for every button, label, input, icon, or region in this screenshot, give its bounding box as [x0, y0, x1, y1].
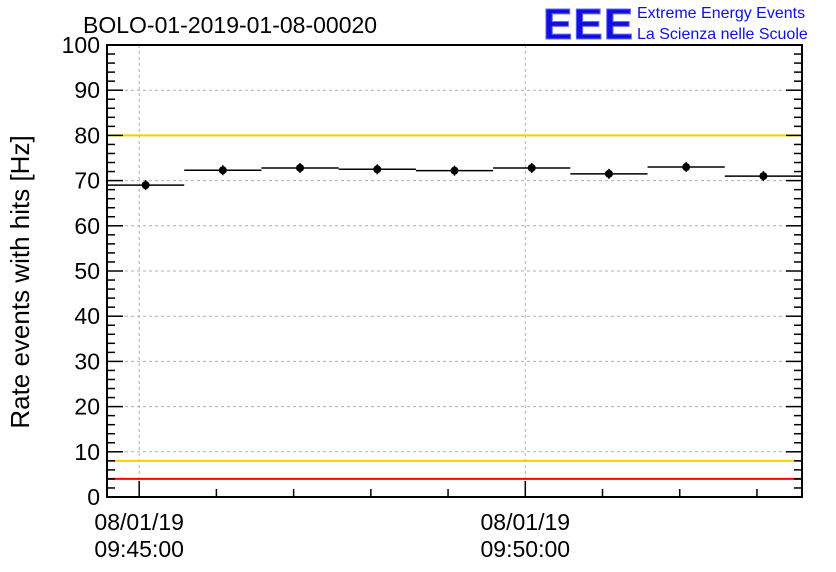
- data-points: [107, 162, 802, 191]
- y-tick-label-60: 60: [74, 213, 100, 239]
- y-tick-label-20: 20: [74, 394, 100, 420]
- chart-title: BOLO-01-2019-01-08-00020: [83, 12, 377, 38]
- x-tick-date-0: 08/01/19: [94, 509, 184, 535]
- eee-logo-mark: EEE: [543, 0, 634, 49]
- y-tick-label-30: 30: [74, 348, 100, 374]
- grid-lines: [107, 45, 802, 497]
- logo-line-1: Extreme Energy Events: [637, 5, 805, 22]
- data-point-0: [141, 181, 150, 190]
- data-point-1: [218, 166, 227, 175]
- data-point-5: [527, 163, 536, 172]
- y-tick-label-10: 10: [74, 439, 100, 465]
- y-tick-label-70: 70: [74, 168, 100, 194]
- y-tick-label-90: 90: [74, 77, 100, 103]
- y-tick-label-0: 0: [87, 484, 100, 510]
- data-point-7: [682, 163, 691, 172]
- x-tick-date-1: 08/01/19: [481, 509, 571, 535]
- y-axis-label: Rate events with hits [Hz]: [5, 135, 35, 428]
- axis-ticks: [107, 44, 802, 498]
- eee-logo: EEE Extreme Energy Events La Scienza nel…: [543, 0, 808, 50]
- data-point-6: [604, 169, 613, 178]
- reference-lines: [107, 44, 802, 480]
- data-point-4: [450, 166, 459, 175]
- data-point-3: [373, 165, 382, 174]
- y-tick-labels: 0 10 20 30 40 50 60 70 80 90 100: [62, 32, 100, 510]
- x-tick-time-1: 09:50:00: [481, 536, 571, 562]
- y-tick-label-50: 50: [74, 258, 100, 284]
- logo-line-2: La Scienza nelle Scuole: [637, 26, 808, 43]
- y-tick-label-80: 80: [74, 122, 100, 148]
- y-tick-label-100: 100: [62, 32, 100, 58]
- y-tick-label-40: 40: [74, 303, 100, 329]
- data-point-8: [759, 172, 768, 181]
- x-tick-time-0: 09:45:00: [94, 536, 184, 562]
- data-point-2: [296, 163, 305, 172]
